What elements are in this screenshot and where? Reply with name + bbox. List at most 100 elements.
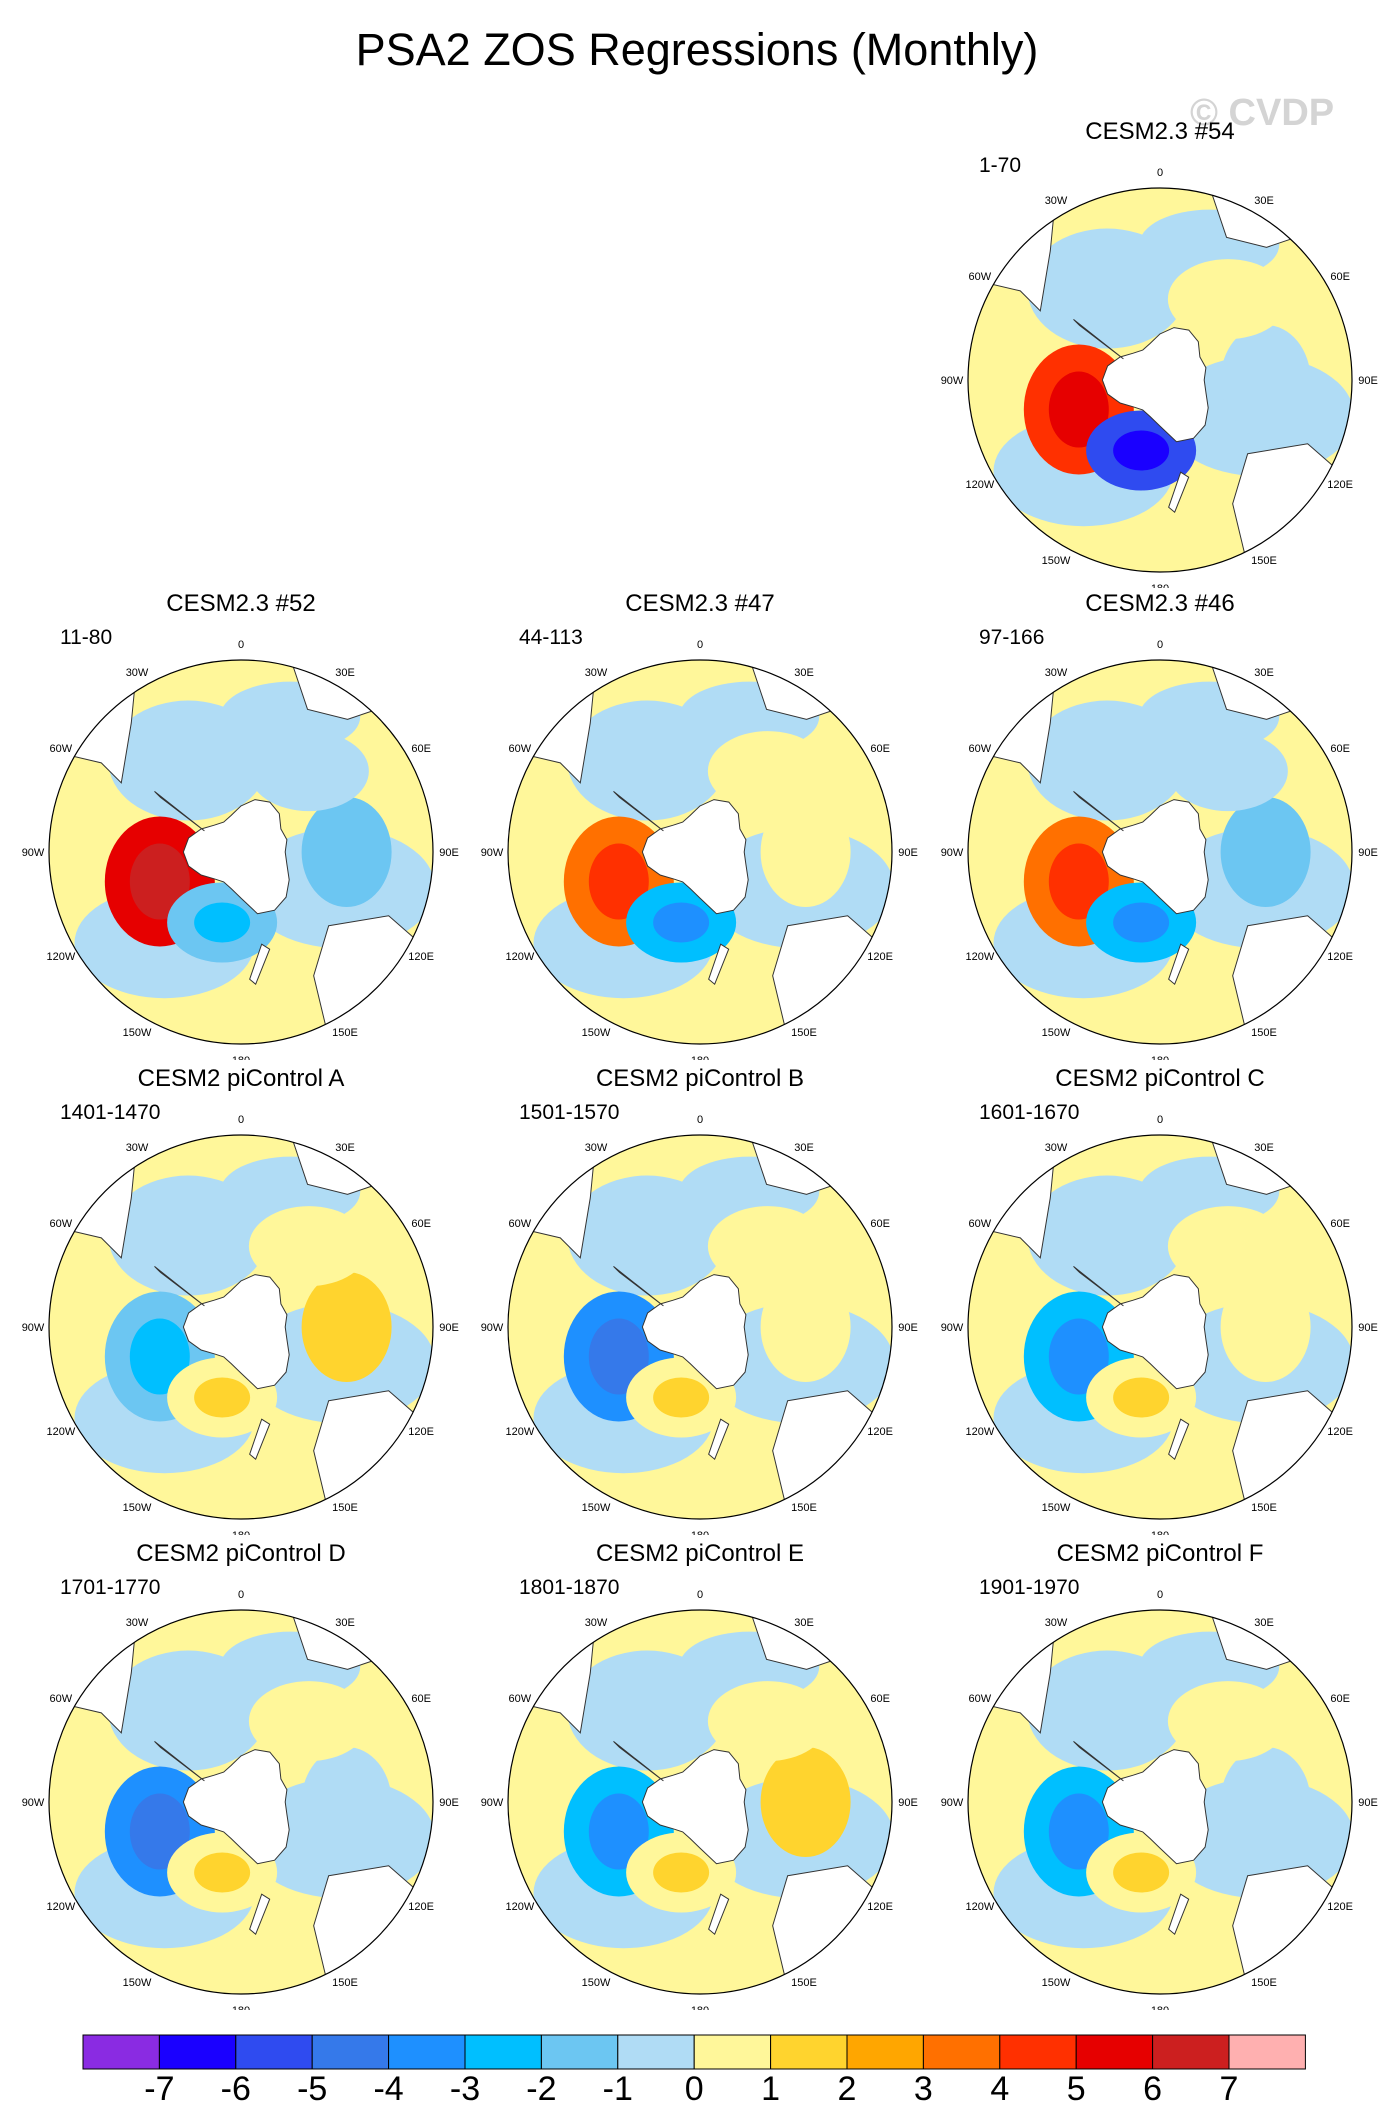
antarctica-land xyxy=(182,1274,290,1390)
anomaly-atlantic xyxy=(248,1681,369,1762)
anomaly-ross-core xyxy=(1113,902,1170,943)
longitude-label: 90W xyxy=(22,847,45,859)
anomaly-amundsen-core xyxy=(129,1318,190,1395)
panel-title: CESM2 piControl C xyxy=(1055,1065,1265,1092)
map-border xyxy=(967,187,1353,573)
anomaly-indian xyxy=(301,797,392,907)
longitude-label: 60W xyxy=(969,1218,992,1230)
anomaly-atlantic xyxy=(1167,1681,1288,1762)
longitude-label: 90W xyxy=(22,1797,45,1809)
anomaly-amundsen-core xyxy=(588,1793,649,1870)
polar-map: 0 30E 60E 90E 120E 150E 180 150W 120W 90W 60W 30W xyxy=(941,167,1378,588)
antarctica-land xyxy=(1101,327,1209,443)
longitude-label: 180 xyxy=(691,1055,709,1060)
colorbar-swatch xyxy=(846,2034,924,2070)
longitude-label: 120W xyxy=(505,1901,534,1913)
longitude-label: 180 xyxy=(232,1055,250,1060)
anomaly-indian xyxy=(1220,1747,1311,1857)
peninsula-land xyxy=(613,791,664,832)
anomaly-atlantic xyxy=(707,1206,828,1287)
peninsula-land xyxy=(1073,1266,1124,1307)
peninsula-land xyxy=(154,1741,205,1782)
longitude-label: 150W xyxy=(1042,1027,1071,1039)
longitude-label: 30E xyxy=(335,1142,355,1154)
anomaly-indian xyxy=(1220,797,1311,907)
panel-year-range: 44-113 xyxy=(519,626,583,649)
colorbar-label: -7 xyxy=(144,2070,175,2108)
longitude-label: 30E xyxy=(794,1617,814,1629)
longitude-label: 60E xyxy=(411,1218,431,1230)
panel-year-range: 97-166 xyxy=(979,626,1045,649)
longitude-label: 90W xyxy=(941,1322,964,1334)
colorbar-label: 0 xyxy=(684,2070,704,2108)
longitude-label: 150E xyxy=(332,1977,358,1989)
longitude-label: 30W xyxy=(1045,667,1068,679)
map-border xyxy=(48,659,434,1045)
longitude-label: 150E xyxy=(1251,1977,1277,1989)
colorbar-label: -5 xyxy=(297,2070,328,2108)
longitude-label: 60E xyxy=(1330,1693,1350,1705)
longitude-label: 180 xyxy=(1151,1530,1169,1535)
longitude-label: 90W xyxy=(481,847,504,859)
panel-title: CESM2.3 #52 xyxy=(166,590,316,617)
longitude-label: 90E xyxy=(1358,847,1378,859)
australia-land xyxy=(1232,1390,1349,1519)
anomaly-ross-core xyxy=(194,902,251,943)
antarctica-land xyxy=(1101,799,1209,915)
colorbar-label: -2 xyxy=(526,2070,557,2108)
anomaly-amundsen-core xyxy=(129,843,190,920)
colorbar-label: 6 xyxy=(1143,2070,1163,2108)
africa-land xyxy=(735,1135,892,1195)
peninsula-land xyxy=(1073,791,1124,832)
map-panel: CESM2 piControl A 1401-1470 0 30E 60E 90E 120E… xyxy=(16,1065,466,1535)
australia-land xyxy=(772,915,889,1044)
polar-map: 0 30E 60E 90E 120E 150E 180 150W 120W 90W 60W 30W xyxy=(22,639,459,1060)
new-zealand-land xyxy=(1168,943,1190,986)
map-panel: CESM2.3 #54 1-70 0 30E 60E 90E 120E 150E 180 150W… xyxy=(935,118,1385,588)
polar-map: 0 30E 60E 90E 120E 150E 180 150W 120W 90W 60W 30W xyxy=(481,1589,918,2010)
longitude-label: 30W xyxy=(585,667,608,679)
longitude-label: 60E xyxy=(870,1218,890,1230)
anomaly-ross-core xyxy=(1113,430,1170,471)
antarctica-land xyxy=(182,799,290,915)
map-panel: CESM2.3 #47 44-113 0 30E 60E 90E 120E 150E 180 15… xyxy=(475,590,925,1060)
colorbar-swatch xyxy=(540,2034,619,2070)
anomaly-indian xyxy=(301,1272,392,1382)
longitude-label: 120E xyxy=(408,1901,434,1913)
colorbar-swatch xyxy=(617,2034,695,2070)
africa-land xyxy=(735,660,892,720)
australia-land xyxy=(313,1390,430,1519)
panel-year-range: 11-80 xyxy=(60,626,113,649)
longitude-label: 90E xyxy=(898,1322,918,1334)
longitude-label: 150E xyxy=(332,1502,358,1514)
anomaly-atlantic xyxy=(1167,731,1288,812)
panel-year-range: 1-70 xyxy=(979,154,1022,177)
panel-title: CESM2.3 #47 xyxy=(625,590,775,617)
anomaly-amundsen-core xyxy=(588,843,649,920)
longitude-label: 180 xyxy=(691,1530,709,1535)
new-zealand-land xyxy=(249,1418,271,1461)
longitude-label: 120W xyxy=(46,1426,75,1438)
anomaly-indian xyxy=(1220,325,1311,435)
anomaly-amundsen-core xyxy=(129,1793,190,1870)
colorbar-label: 3 xyxy=(913,2070,933,2108)
australia-land xyxy=(772,1865,889,1994)
longitude-label: 60W xyxy=(969,271,992,283)
longitude-label: 90W xyxy=(941,847,964,859)
colorbar-label: 5 xyxy=(1066,2070,1086,2108)
colorbar-swatch xyxy=(388,2034,466,2070)
longitude-label: 120W xyxy=(965,1426,994,1438)
longitude-label: 0 xyxy=(697,639,703,651)
peninsula-land xyxy=(613,1741,664,1782)
anomaly-ross-core xyxy=(194,1377,251,1418)
map-border xyxy=(967,659,1353,1045)
africa-land xyxy=(1195,660,1352,720)
polar-map: 0 30E 60E 90E 120E 150E 180 150W 120W 90W 60W 30W xyxy=(22,1114,459,1535)
map-border xyxy=(507,659,893,1045)
colorbar-swatch xyxy=(311,2034,390,2070)
longitude-label: 90W xyxy=(22,1322,45,1334)
anomaly-ross-core xyxy=(194,1852,251,1893)
australia-land xyxy=(313,915,430,1044)
longitude-label: 60W xyxy=(509,1218,532,1230)
colorbar-label: 4 xyxy=(990,2070,1010,2108)
